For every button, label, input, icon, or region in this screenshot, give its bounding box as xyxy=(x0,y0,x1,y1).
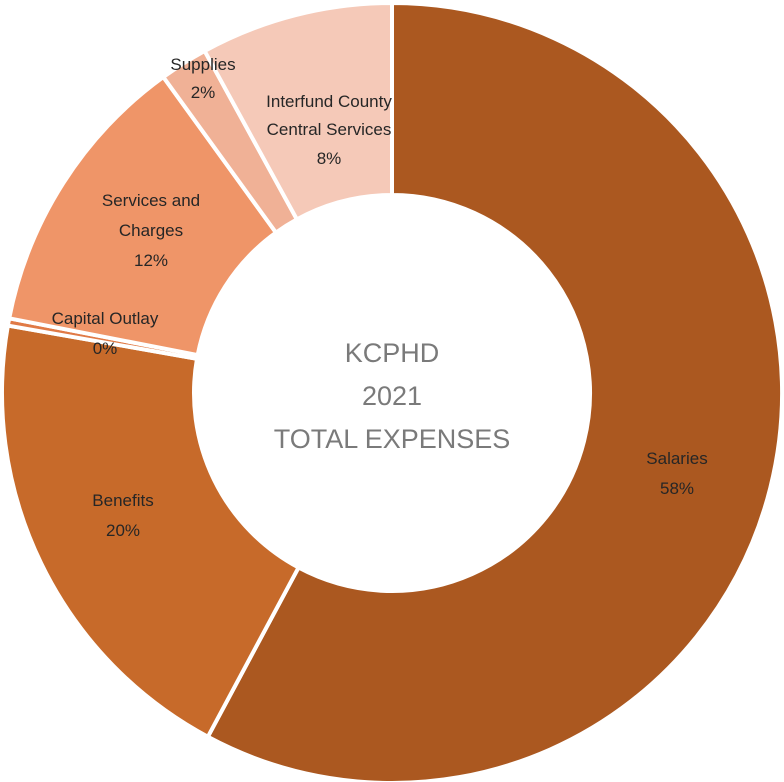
label-benefits-name: Benefits xyxy=(92,491,153,510)
label-services-charges-name-1: Services and xyxy=(102,191,200,210)
title-line-3: TOTAL EXPENSES xyxy=(274,424,511,454)
slice-services-and-charges xyxy=(6,74,279,358)
label-supplies-pct: 2% xyxy=(191,83,216,102)
slice-benefits xyxy=(0,323,302,740)
label-services-charges-name-2: Charges xyxy=(119,221,183,240)
label-salaries-name: Salaries xyxy=(646,449,707,468)
label-interfund-name-1: Interfund County xyxy=(266,92,392,111)
title-line-2: 2021 xyxy=(362,381,422,411)
label-benefits-pct: 20% xyxy=(106,521,140,540)
slice-interfund-county-central-services xyxy=(201,0,394,223)
title-line-1: KCPHD xyxy=(345,338,440,368)
chart-title: KCPHD 2021 TOTAL EXPENSES xyxy=(274,338,511,454)
slice-salaries xyxy=(205,0,784,782)
label-capital-outlay-pct: 0% xyxy=(93,339,118,358)
label-services-charges-pct: 12% xyxy=(134,251,168,270)
label-interfund-pct: 8% xyxy=(317,149,342,168)
label-capital-outlay-name: Capital Outlay xyxy=(52,309,159,328)
label-supplies-name: Supplies xyxy=(170,55,235,74)
label-salaries-pct: 58% xyxy=(660,479,694,498)
slice-labels: Salaries 58% Benefits 20% Capital Outlay… xyxy=(52,55,708,540)
label-interfund-name-2: Central Services xyxy=(267,120,392,139)
